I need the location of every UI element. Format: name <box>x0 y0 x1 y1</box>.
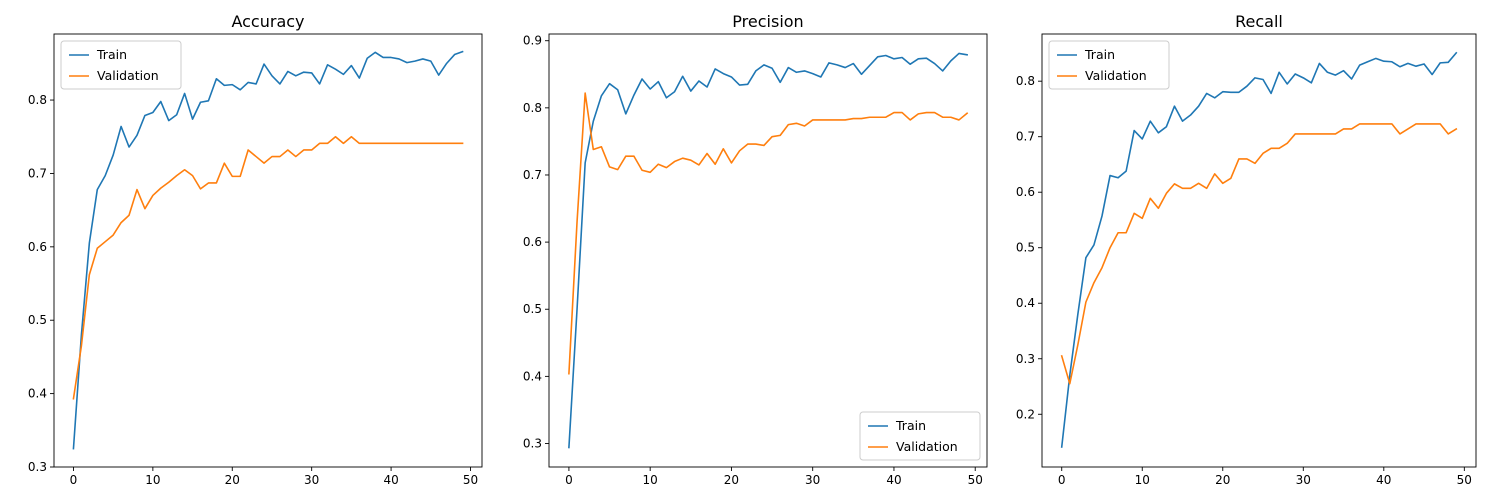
legend: Train Validation <box>60 40 182 90</box>
x-tick-label: 40 <box>1376 473 1391 487</box>
legend-label-validation: Validation <box>97 68 159 83</box>
legend-label-validation: Validation <box>896 439 958 454</box>
y-tick-label: 0.3 <box>1016 352 1035 366</box>
legend-label-train: Train <box>96 47 127 62</box>
axes-frame <box>1041 33 1477 468</box>
y-tick-label: 0.8 <box>28 93 47 107</box>
y-tick-label: 0.8 <box>1016 74 1035 88</box>
x-tick-label: 30 <box>805 473 820 487</box>
y-tick-label: 0.5 <box>28 313 47 327</box>
y-tick-label: 0.8 <box>523 101 542 115</box>
x-tick-label: 40 <box>383 473 398 487</box>
x-tick-label: 30 <box>304 473 319 487</box>
x-tick-label: 40 <box>886 473 901 487</box>
y-tick-label: 0.7 <box>28 166 47 180</box>
axes-frame <box>548 33 988 468</box>
chart-title: Accuracy <box>231 12 304 31</box>
y-tick-label: 0.3 <box>28 460 47 474</box>
chart-title: Recall <box>1235 12 1283 31</box>
chart-title: Precision <box>732 12 803 31</box>
legend-label-train: Train <box>1084 47 1115 62</box>
y-tick-label: 0.4 <box>1016 296 1035 310</box>
x-tick-label: 0 <box>1058 473 1066 487</box>
series-line-validation <box>72 135 464 400</box>
legend-box <box>1048 40 1170 90</box>
legend: Train Validation <box>859 411 981 461</box>
x-tick-label: 0 <box>565 473 573 487</box>
y-tick-label: 0.9 <box>523 34 542 48</box>
x-tick-label: 10 <box>145 473 160 487</box>
y-tick-label: 0.2 <box>1016 407 1035 421</box>
x-tick-label: 50 <box>968 473 983 487</box>
x-tick-label: 20 <box>225 473 240 487</box>
x-tick-label: 10 <box>643 473 658 487</box>
x-tick-label: 10 <box>1135 473 1150 487</box>
x-tick-label: 50 <box>463 473 478 487</box>
x-tick-label: 20 <box>724 473 739 487</box>
y-tick-label: 0.4 <box>523 369 542 383</box>
chart-panel-accuracy: Accuracy 0 10 20 30 40 50 0.3 0.4 0.5 0.6 0.7 0.8 Tra… <box>28 12 483 487</box>
axes-frame <box>53 33 483 468</box>
legend-label-validation: Validation <box>1085 68 1147 83</box>
x-tick-label: 30 <box>1296 473 1311 487</box>
series-line-validation <box>1060 123 1458 385</box>
legend-label-train: Train <box>895 418 926 433</box>
y-tick-label: 0.5 <box>523 302 542 316</box>
legend-box <box>60 40 182 90</box>
y-tick-label: 0.6 <box>1016 185 1035 199</box>
y-tick-label: 0.6 <box>523 235 542 249</box>
x-tick-label: 20 <box>1215 473 1230 487</box>
legend: Train Validation <box>1048 40 1170 90</box>
series-line-train <box>72 50 464 450</box>
series-line-validation <box>568 92 969 375</box>
chart-panel-recall: Recall 0 10 20 30 40 50 0.2 0.3 0.4 0.5 0.6 0.7 0.8 Tr… <box>1016 12 1477 487</box>
series-line-train <box>568 52 969 449</box>
y-tick-label: 0.7 <box>1016 130 1035 144</box>
y-tick-label: 0.3 <box>523 437 542 451</box>
chart-panel-precision: Precision 0 10 20 30 40 50 0.3 0.4 0.5 0.6 0.7 0.8 0.… <box>523 12 988 487</box>
y-tick-label: 0.4 <box>28 387 47 401</box>
series-line-train <box>1060 51 1458 448</box>
x-tick-label: 0 <box>70 473 78 487</box>
y-tick-label: 0.5 <box>1016 241 1035 255</box>
legend-box <box>859 411 981 461</box>
x-tick-label: 50 <box>1457 473 1472 487</box>
y-tick-label: 0.7 <box>523 168 542 182</box>
y-tick-label: 0.6 <box>28 240 47 254</box>
